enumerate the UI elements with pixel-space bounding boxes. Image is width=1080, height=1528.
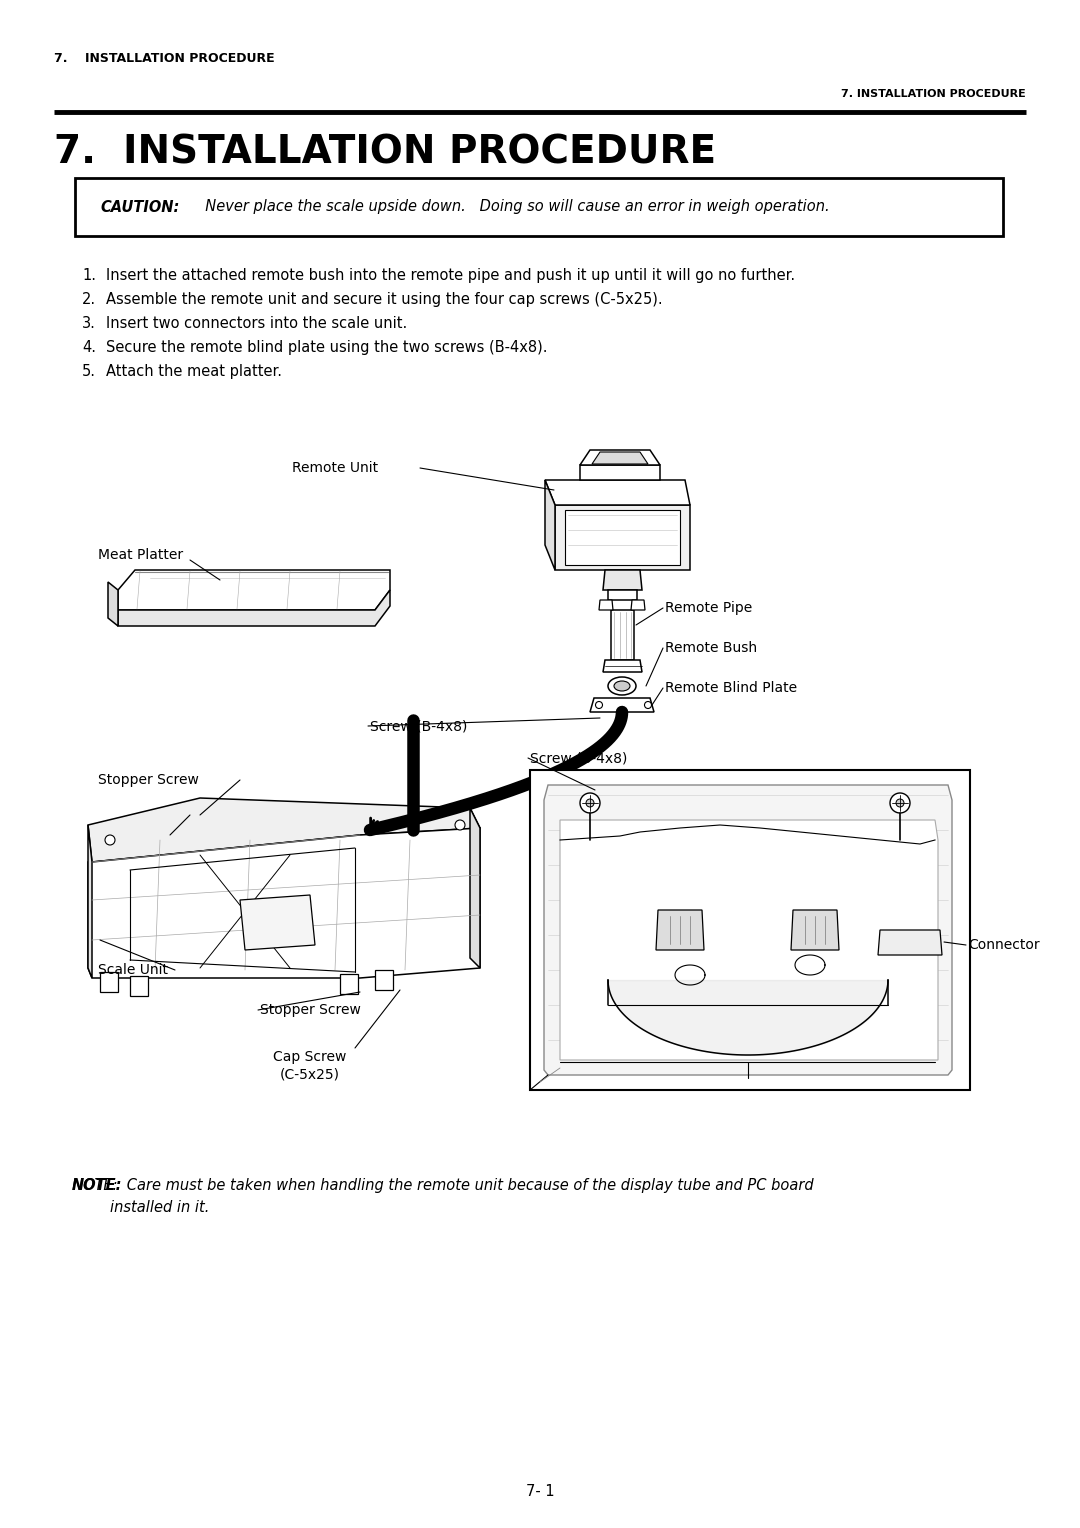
Polygon shape [561, 821, 939, 1060]
Text: 2.: 2. [82, 292, 96, 307]
Polygon shape [108, 582, 118, 626]
Polygon shape [611, 610, 634, 660]
Text: Assemble the remote unit and secure it using the four cap screws (C-5x25).: Assemble the remote unit and secure it u… [106, 292, 663, 307]
Polygon shape [545, 480, 690, 504]
Text: 5.: 5. [82, 364, 96, 379]
Polygon shape [603, 570, 642, 590]
Text: Screw (B-4x8): Screw (B-4x8) [530, 750, 627, 766]
Text: 4.: 4. [82, 341, 96, 354]
Text: (C-5x25): (C-5x25) [280, 1068, 340, 1082]
Polygon shape [375, 970, 393, 990]
Polygon shape [565, 510, 680, 565]
Circle shape [586, 799, 594, 807]
Polygon shape [544, 785, 951, 1076]
Text: NOTE:  Care must be taken when handling the remote unit because of the display t: NOTE: Care must be taken when handling t… [72, 1178, 813, 1193]
Polygon shape [470, 808, 480, 969]
Polygon shape [592, 452, 648, 465]
Polygon shape [118, 590, 390, 626]
Polygon shape [555, 504, 690, 570]
Polygon shape [656, 911, 704, 950]
Text: Scale Unit: Scale Unit [98, 963, 168, 976]
Text: CAUTION:: CAUTION: [100, 200, 179, 214]
Circle shape [595, 701, 603, 709]
Polygon shape [590, 698, 654, 712]
Polygon shape [545, 480, 555, 570]
Circle shape [455, 821, 465, 830]
Text: Never place the scale upside down.   Doing so will cause an error in weigh opera: Never place the scale upside down. Doing… [195, 200, 829, 214]
Polygon shape [580, 465, 660, 480]
Text: Secure the remote blind plate using the two screws (B-4x8).: Secure the remote blind plate using the … [106, 341, 548, 354]
Polygon shape [608, 590, 637, 601]
Text: 7.  INSTALLATION PROCEDURE: 7. INSTALLATION PROCEDURE [54, 133, 716, 171]
Polygon shape [340, 973, 357, 995]
Circle shape [580, 793, 600, 813]
Text: 7- 1: 7- 1 [526, 1485, 554, 1499]
Text: Stopper Screw: Stopper Screw [98, 773, 199, 787]
Polygon shape [603, 660, 642, 672]
Circle shape [105, 834, 114, 845]
Text: Cap Screw: Cap Screw [273, 1050, 347, 1063]
Polygon shape [87, 825, 92, 978]
Ellipse shape [608, 677, 636, 695]
Polygon shape [791, 911, 839, 950]
Polygon shape [87, 828, 480, 978]
Circle shape [645, 701, 651, 709]
Text: Remote Unit: Remote Unit [292, 461, 378, 475]
Text: Screw (B-4x8): Screw (B-4x8) [370, 720, 468, 733]
Text: Remote Blind Plate: Remote Blind Plate [665, 681, 797, 695]
Text: 1.: 1. [82, 267, 96, 283]
Text: Meat Platter: Meat Platter [98, 549, 184, 562]
Bar [530, 770, 970, 1089]
Text: Connector: Connector [968, 938, 1040, 952]
Polygon shape [130, 976, 148, 996]
Polygon shape [631, 601, 645, 610]
Text: 7.    INSTALLATION PROCEDURE: 7. INSTALLATION PROCEDURE [54, 52, 274, 64]
Polygon shape [87, 798, 480, 862]
Text: installed in it.: installed in it. [110, 1199, 210, 1215]
Text: 3.: 3. [82, 316, 96, 332]
Circle shape [890, 793, 910, 813]
Polygon shape [580, 451, 660, 465]
Text: Remote Bush: Remote Bush [665, 642, 757, 656]
Text: Remote Pipe: Remote Pipe [665, 601, 753, 614]
Text: Stopper Screw: Stopper Screw [260, 1002, 361, 1018]
Polygon shape [878, 931, 942, 955]
Text: Attach the meat platter.: Attach the meat platter. [106, 364, 282, 379]
Polygon shape [599, 601, 613, 610]
Ellipse shape [615, 681, 630, 691]
Circle shape [896, 799, 904, 807]
Text: Insert the attached remote bush into the remote pipe and push it up until it wil: Insert the attached remote bush into the… [106, 267, 795, 283]
Polygon shape [118, 570, 390, 610]
Text: 7. INSTALLATION PROCEDURE: 7. INSTALLATION PROCEDURE [841, 89, 1026, 99]
Polygon shape [240, 895, 315, 950]
Polygon shape [100, 972, 118, 992]
Text: NOTE:: NOTE: [72, 1178, 122, 1193]
FancyBboxPatch shape [75, 177, 1003, 235]
Text: Insert two connectors into the scale unit.: Insert two connectors into the scale uni… [106, 316, 407, 332]
